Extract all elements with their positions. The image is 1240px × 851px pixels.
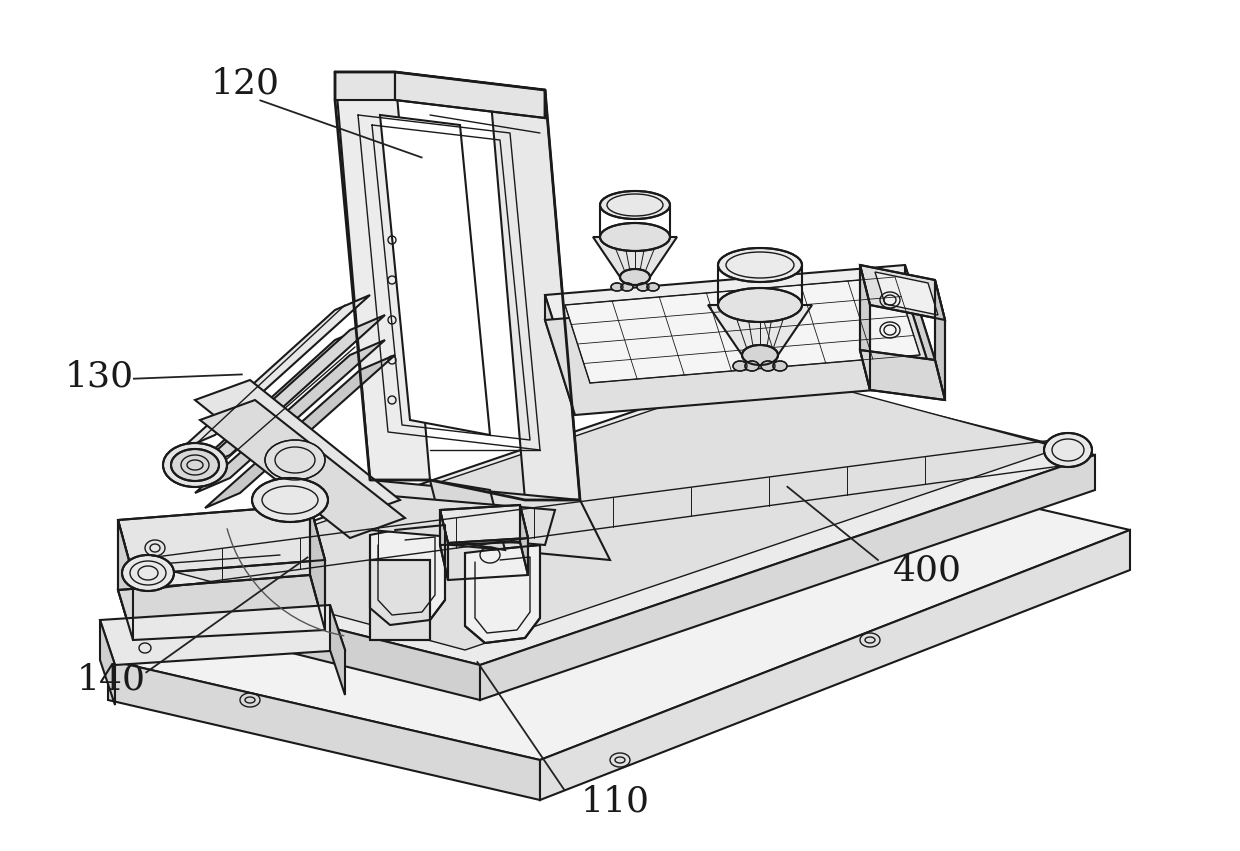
- Ellipse shape: [265, 440, 325, 480]
- Polygon shape: [108, 660, 539, 800]
- Text: 140: 140: [77, 662, 146, 696]
- Ellipse shape: [773, 361, 787, 371]
- Polygon shape: [935, 280, 945, 400]
- Ellipse shape: [171, 449, 219, 481]
- Text: 110: 110: [580, 785, 650, 819]
- Polygon shape: [861, 265, 945, 320]
- Text: 400: 400: [893, 553, 962, 587]
- Polygon shape: [396, 72, 546, 118]
- Ellipse shape: [621, 283, 632, 291]
- Ellipse shape: [745, 361, 759, 371]
- Polygon shape: [490, 90, 580, 500]
- Polygon shape: [520, 505, 528, 575]
- Polygon shape: [708, 305, 812, 355]
- Polygon shape: [180, 295, 370, 450]
- Polygon shape: [118, 520, 133, 640]
- Polygon shape: [335, 72, 430, 480]
- Polygon shape: [546, 290, 935, 415]
- Ellipse shape: [761, 361, 775, 371]
- Ellipse shape: [742, 345, 777, 365]
- Ellipse shape: [718, 248, 802, 282]
- Polygon shape: [108, 430, 1130, 760]
- Polygon shape: [370, 480, 610, 560]
- Polygon shape: [465, 545, 539, 643]
- Polygon shape: [118, 505, 325, 575]
- Polygon shape: [140, 370, 1095, 665]
- Polygon shape: [539, 530, 1130, 800]
- Ellipse shape: [611, 283, 622, 291]
- Ellipse shape: [122, 555, 174, 591]
- Polygon shape: [180, 325, 370, 480]
- Polygon shape: [100, 605, 345, 665]
- Polygon shape: [861, 265, 870, 390]
- Polygon shape: [440, 505, 528, 543]
- Polygon shape: [905, 265, 935, 385]
- Polygon shape: [370, 525, 445, 625]
- Ellipse shape: [1044, 433, 1092, 467]
- Polygon shape: [195, 315, 384, 470]
- Polygon shape: [205, 355, 396, 508]
- Ellipse shape: [733, 361, 746, 371]
- Polygon shape: [118, 575, 325, 640]
- Polygon shape: [370, 560, 430, 640]
- Polygon shape: [370, 495, 556, 545]
- Polygon shape: [875, 272, 937, 315]
- Polygon shape: [480, 455, 1095, 700]
- Ellipse shape: [600, 191, 670, 219]
- Ellipse shape: [252, 478, 329, 522]
- Polygon shape: [546, 265, 935, 390]
- Polygon shape: [335, 72, 396, 100]
- Polygon shape: [546, 295, 575, 415]
- Polygon shape: [100, 620, 115, 705]
- Polygon shape: [175, 370, 1060, 650]
- Ellipse shape: [647, 283, 658, 291]
- Text: 130: 130: [64, 359, 134, 393]
- Polygon shape: [861, 350, 945, 400]
- Ellipse shape: [718, 288, 802, 322]
- Ellipse shape: [637, 283, 649, 291]
- Polygon shape: [195, 340, 384, 493]
- Polygon shape: [140, 580, 480, 700]
- Polygon shape: [565, 277, 920, 383]
- Polygon shape: [430, 480, 505, 550]
- Polygon shape: [200, 400, 405, 538]
- Polygon shape: [335, 72, 546, 90]
- Polygon shape: [593, 237, 677, 277]
- Ellipse shape: [600, 223, 670, 251]
- Polygon shape: [330, 605, 345, 695]
- Polygon shape: [440, 510, 448, 580]
- Ellipse shape: [620, 269, 650, 285]
- Polygon shape: [379, 115, 490, 435]
- Text: 120: 120: [211, 66, 280, 100]
- Ellipse shape: [162, 443, 227, 487]
- Polygon shape: [195, 380, 401, 520]
- Polygon shape: [310, 505, 325, 630]
